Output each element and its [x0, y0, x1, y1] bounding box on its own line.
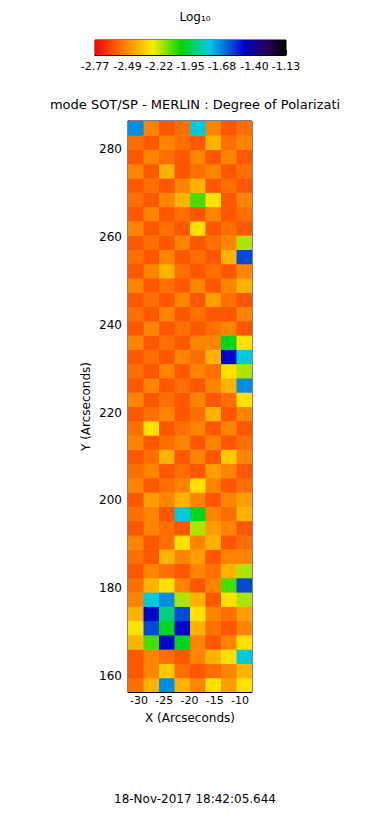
svg-text:-2.77: -2.77	[81, 60, 109, 73]
svg-text:-1.40: -1.40	[240, 60, 268, 73]
svg-text:240: 240	[99, 318, 122, 332]
svg-text:180: 180	[99, 581, 122, 595]
svg-text:Y (Arcseconds): Y (Arcseconds)	[79, 362, 93, 452]
svg-text:X (Arcseconds): X (Arcseconds)	[145, 711, 235, 725]
svg-text:-15: -15	[206, 694, 224, 707]
svg-text:-25: -25	[155, 694, 173, 707]
svg-text:260: 260	[99, 230, 122, 244]
svg-text:-2.49: -2.49	[113, 60, 141, 73]
svg-text:220: 220	[99, 406, 122, 420]
svg-text:18-Nov-2017 18:42:05.644: 18-Nov-2017 18:42:05.644	[114, 792, 276, 806]
svg-text:-1.13: -1.13	[272, 60, 300, 73]
svg-text:280: 280	[99, 142, 122, 156]
svg-text:-1.68: -1.68	[208, 60, 236, 73]
svg-text:-2.22: -2.22	[145, 60, 173, 73]
svg-text:-10: -10	[231, 694, 249, 707]
svg-text:160: 160	[99, 669, 122, 683]
svg-text:-1.95: -1.95	[176, 60, 204, 73]
svg-text:-30: -30	[130, 694, 148, 707]
svg-text:Log₁₀: Log₁₀	[179, 10, 210, 24]
svg-text:-20: -20	[181, 694, 199, 707]
svg-text:200: 200	[99, 493, 122, 507]
svg-text:mode SOT/SP - MERLIN : Degree: mode SOT/SP - MERLIN : Degree of Polariz…	[50, 97, 340, 112]
